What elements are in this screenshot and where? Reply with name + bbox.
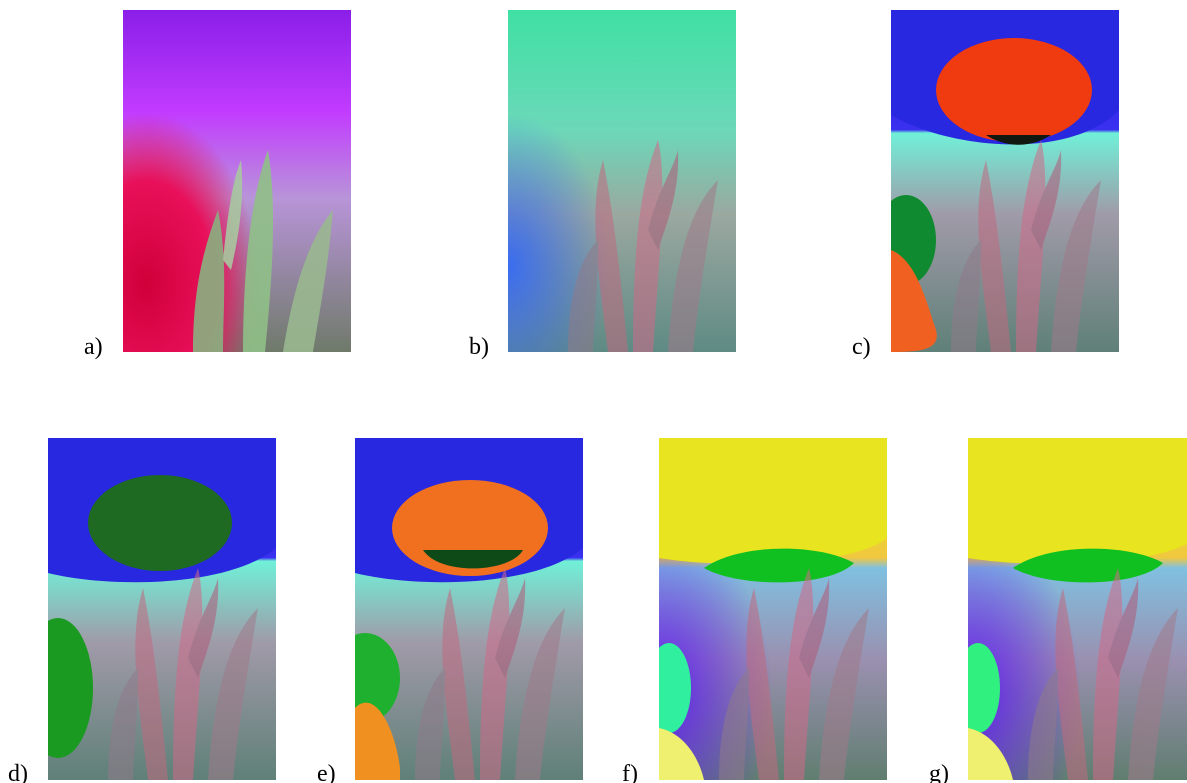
panel-image — [647, 438, 887, 780]
panel-label: g) — [929, 761, 949, 783]
panel-label: c) — [852, 334, 871, 360]
panel-label: e) — [317, 761, 336, 783]
panel-label: d) — [8, 761, 28, 783]
panel-label: a) — [84, 334, 103, 360]
panel-image — [876, 10, 1119, 352]
figure: a) b) c) d) e) f) g) — [0, 0, 1187, 783]
panel-image — [23, 438, 276, 780]
panel-image — [508, 10, 736, 352]
panel-image — [123, 10, 351, 352]
panel-label: f) — [622, 761, 638, 783]
panel-image — [956, 438, 1187, 780]
panel-image — [330, 438, 583, 780]
panel-label: b) — [469, 334, 489, 360]
